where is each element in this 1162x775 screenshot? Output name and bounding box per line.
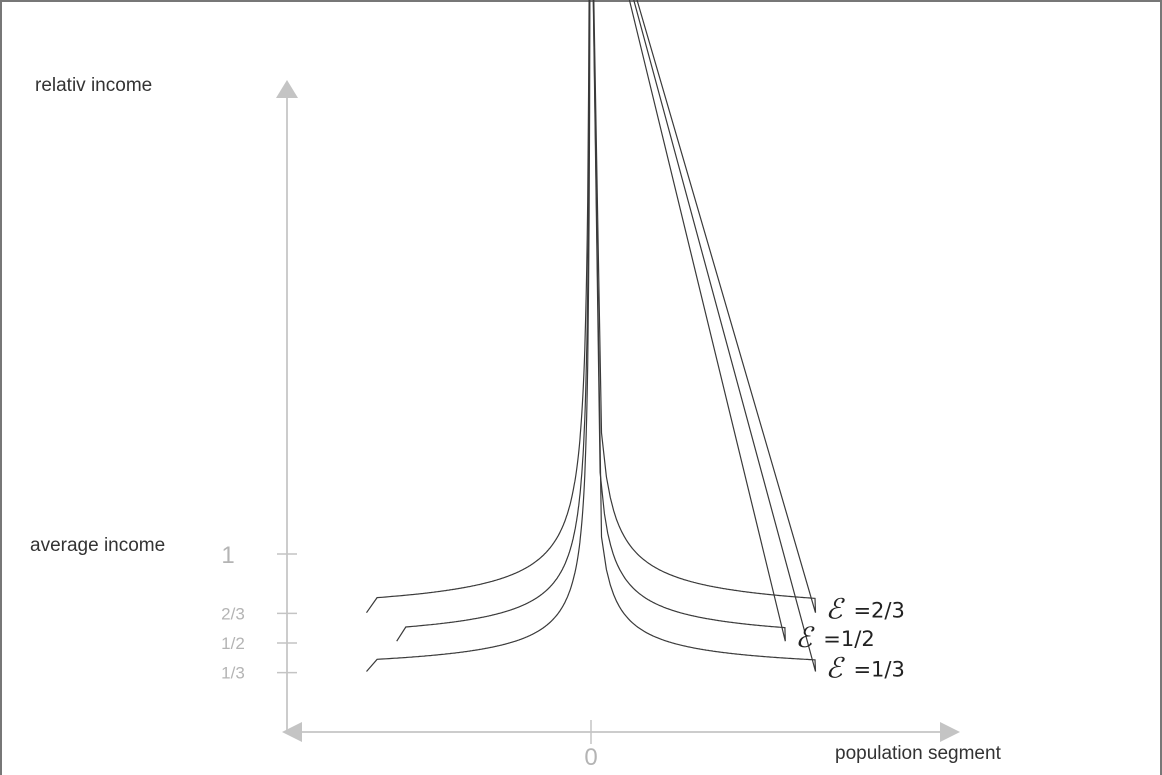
- y-tick-label: 1/3: [221, 664, 245, 683]
- y-axis-arrow-up: [276, 80, 298, 98]
- series-line-3: [366, 0, 817, 672]
- y-tick-label: 2/3: [221, 604, 245, 623]
- x-tick-label: 0: [584, 744, 597, 771]
- x-axis-arrow-left: [282, 722, 302, 742]
- epsilon-symbol: ℰ: [825, 593, 845, 626]
- series-curves: [366, 0, 817, 672]
- x-ticks: 0: [584, 720, 598, 771]
- epsilon-symbol: ℰ: [795, 621, 815, 654]
- x-axis-arrow-right: [940, 722, 960, 742]
- series-line-1: [366, 0, 817, 614]
- x-axis-title: population segment: [835, 743, 1002, 764]
- epsilon-symbol: ℰ: [825, 651, 845, 684]
- average-income-label: average income: [30, 535, 165, 556]
- series-labels: ℰ =2/3ℰ =1/2ℰ =1/3: [795, 593, 905, 685]
- y-ticks: 1 2/3 1/2 1/3: [221, 542, 297, 683]
- series-value-label: =2/3: [853, 599, 904, 623]
- axes: [276, 80, 960, 742]
- y-tick-label: 1/2: [221, 634, 245, 653]
- series-line-2: [396, 0, 786, 642]
- series-value-label: =1/2: [823, 627, 874, 651]
- y-tick-label: 1: [221, 542, 234, 569]
- y-axis-title: relativ income: [35, 75, 152, 96]
- series-value-label: =1/3: [853, 657, 904, 681]
